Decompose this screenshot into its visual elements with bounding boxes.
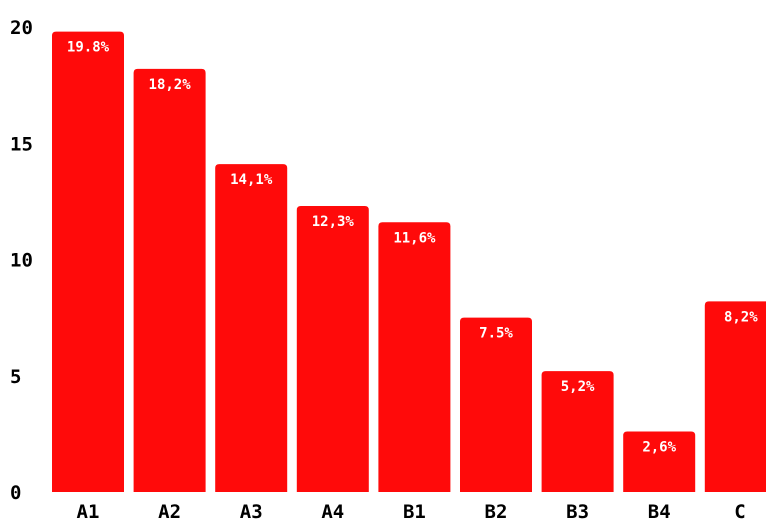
x-tick-label: A3 bbox=[240, 501, 263, 523]
bars bbox=[52, 31, 766, 493]
bar-b3 bbox=[541, 371, 614, 492]
bar-value-label: 19.8% bbox=[67, 40, 110, 56]
bar-c bbox=[704, 301, 766, 492]
bar-value-label: 5,2% bbox=[561, 379, 595, 395]
x-tick-label: B4 bbox=[648, 501, 671, 523]
bar-b4 bbox=[623, 431, 696, 492]
bar-a3 bbox=[215, 164, 288, 493]
y-tick-label: 10 bbox=[10, 250, 33, 272]
y-tick-label: 0 bbox=[10, 482, 21, 504]
bar-b1 bbox=[378, 222, 451, 493]
x-tick-label: B1 bbox=[403, 501, 426, 523]
bar-value-label: 12,3% bbox=[312, 214, 355, 230]
x-tick-label: B2 bbox=[485, 501, 508, 523]
x-tick-label: A1 bbox=[77, 501, 100, 523]
bar-a4 bbox=[296, 206, 369, 492]
bar-value-label: 11,6% bbox=[393, 230, 436, 246]
x-tick-label: A2 bbox=[158, 501, 181, 523]
y-axis: 0 5 10 15 20 bbox=[10, 17, 33, 504]
x-tick-label: C bbox=[734, 501, 745, 523]
bar-value-label: 18,2% bbox=[149, 77, 192, 93]
bar-a2 bbox=[133, 68, 206, 492]
x-tick-label: A4 bbox=[321, 501, 344, 523]
x-axis: A1 A2 A3 A4 B1 B2 B3 B4 C bbox=[77, 501, 746, 523]
bar-value-label: 7.5% bbox=[479, 326, 513, 342]
bar-value-label: 8,2% bbox=[724, 309, 758, 325]
bar-b2 bbox=[460, 317, 532, 492]
y-tick-label: 15 bbox=[10, 133, 33, 155]
x-tick-label: B3 bbox=[566, 501, 589, 523]
bar-a1 bbox=[52, 31, 124, 493]
bar-value-label: 2,6% bbox=[642, 440, 676, 456]
bar-labels: 19.8% 18,2% 14,1% 12,3% 11,6% 7.5% 5,2% 2,6% 8,2… bbox=[67, 40, 758, 456]
bar-value-label: 14,1% bbox=[230, 172, 273, 188]
y-tick-label: 20 bbox=[10, 17, 33, 39]
y-tick-label: 5 bbox=[10, 366, 21, 388]
